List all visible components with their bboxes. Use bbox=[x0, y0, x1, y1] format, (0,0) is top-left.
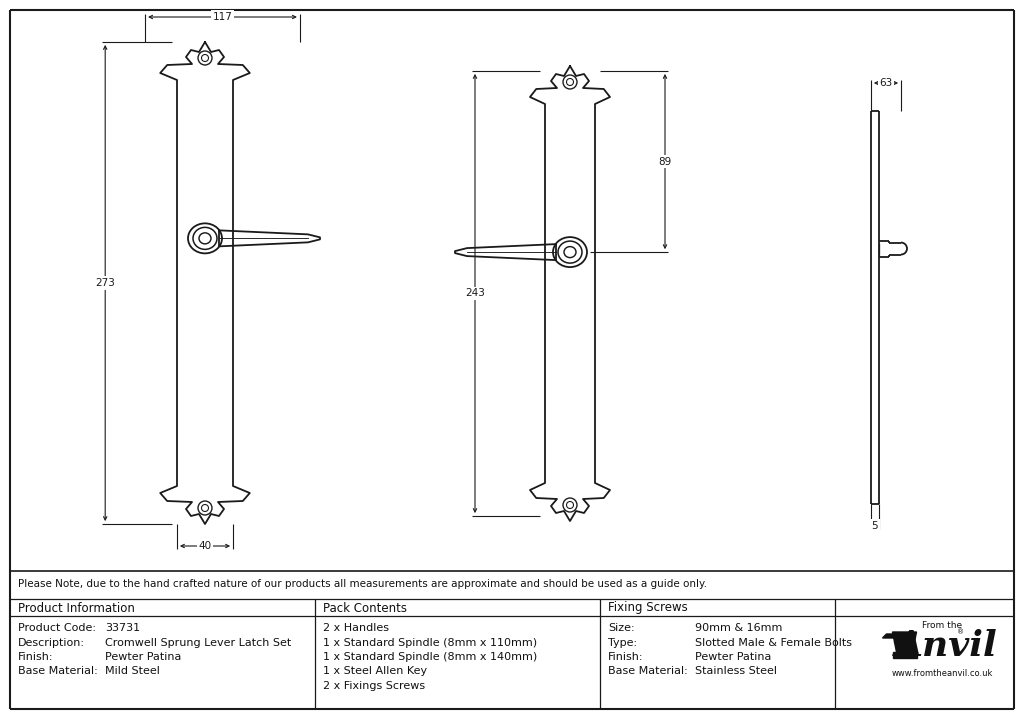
Text: Pack Contents: Pack Contents bbox=[323, 602, 407, 615]
Polygon shape bbox=[893, 632, 916, 642]
Text: Fixing Screws: Fixing Screws bbox=[608, 602, 688, 615]
Text: Type:: Type: bbox=[608, 638, 637, 648]
Text: 1 x Steel Allen Key: 1 x Steel Allen Key bbox=[323, 667, 427, 677]
Text: 1 x Standard Spindle (8mm x 140mm): 1 x Standard Spindle (8mm x 140mm) bbox=[323, 652, 538, 662]
Text: Base Material:: Base Material: bbox=[608, 667, 688, 677]
Text: 273: 273 bbox=[95, 278, 115, 288]
Text: Size:: Size: bbox=[608, 623, 635, 633]
Text: Cromwell Sprung Lever Latch Set: Cromwell Sprung Lever Latch Set bbox=[105, 638, 291, 648]
Text: 1 x Standard Spindle (8mm x 110mm): 1 x Standard Spindle (8mm x 110mm) bbox=[323, 638, 538, 648]
Text: Please Note, due to the hand crafted nature of our products all measurements are: Please Note, due to the hand crafted nat… bbox=[18, 579, 707, 589]
Text: 63: 63 bbox=[880, 78, 893, 88]
Text: Anvil: Anvil bbox=[895, 629, 997, 663]
Text: 243: 243 bbox=[465, 288, 485, 298]
Text: 5: 5 bbox=[871, 521, 879, 531]
Text: Product Code:: Product Code: bbox=[18, 623, 96, 633]
Text: Slotted Male & Female Bolts: Slotted Male & Female Bolts bbox=[695, 638, 852, 648]
Polygon shape bbox=[883, 634, 895, 638]
Text: 117: 117 bbox=[213, 12, 232, 22]
Text: 33731: 33731 bbox=[105, 623, 140, 633]
Text: Finish:: Finish: bbox=[18, 652, 53, 662]
Polygon shape bbox=[893, 652, 916, 658]
Text: Base Material:: Base Material: bbox=[18, 667, 97, 677]
Text: 89: 89 bbox=[658, 157, 672, 167]
Text: 40: 40 bbox=[199, 541, 212, 551]
Text: 2 x Handles: 2 x Handles bbox=[323, 623, 389, 633]
Text: Pewter Patina: Pewter Patina bbox=[105, 652, 181, 662]
Text: Pewter Patina: Pewter Patina bbox=[695, 652, 771, 662]
Text: 2 x Fixings Screws: 2 x Fixings Screws bbox=[323, 681, 425, 691]
Polygon shape bbox=[895, 642, 914, 652]
Text: Stainless Steel: Stainless Steel bbox=[695, 667, 777, 677]
Text: ®: ® bbox=[957, 629, 964, 635]
Text: 90mm & 16mm: 90mm & 16mm bbox=[695, 623, 782, 633]
Text: Finish:: Finish: bbox=[608, 652, 643, 662]
Text: Mild Steel: Mild Steel bbox=[105, 667, 160, 677]
Text: From the: From the bbox=[923, 621, 963, 631]
Text: Description:: Description: bbox=[18, 638, 85, 648]
Text: Product Information: Product Information bbox=[18, 602, 135, 615]
Text: www.fromtheanvil.co.uk: www.fromtheanvil.co.uk bbox=[892, 669, 993, 679]
